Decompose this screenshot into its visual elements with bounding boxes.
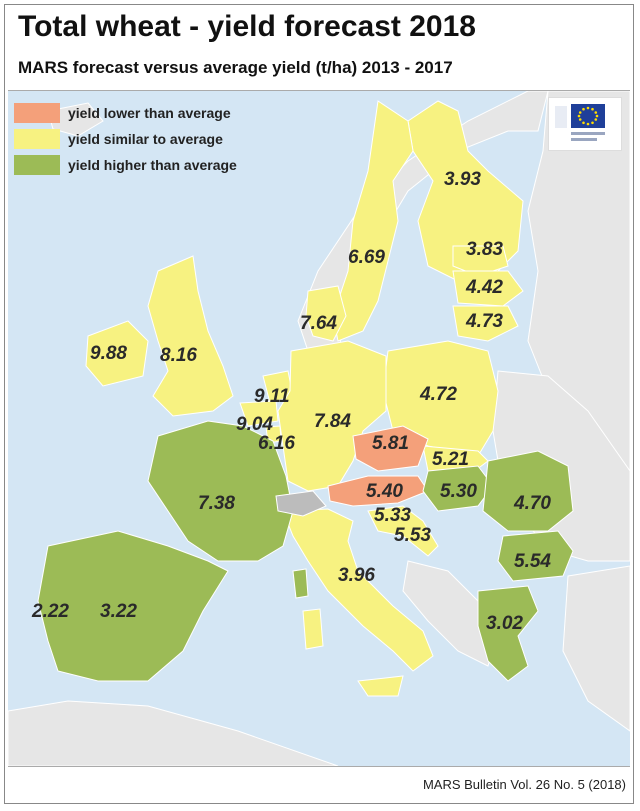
yield-label: 9.88	[90, 343, 127, 364]
yield-label: 5.54	[514, 551, 551, 572]
yield-label: 4.70	[514, 493, 551, 514]
europe-map	[8, 91, 630, 766]
region-ireland	[85, 320, 149, 387]
region-bulgaria	[497, 530, 574, 582]
legend-label: yield similar to average	[68, 131, 223, 147]
yield-label: 6.16	[258, 433, 295, 454]
yield-label: 5.40	[366, 481, 403, 502]
yield-label: 2.22	[32, 601, 69, 622]
yield-label: 3.96	[338, 565, 375, 586]
region-slovenia-croatia	[367, 505, 439, 557]
yield-label: 7.38	[198, 493, 235, 514]
region-france	[147, 420, 294, 562]
yield-label: 5.33	[374, 505, 411, 526]
legend-swatch-similar	[14, 129, 60, 149]
yield-label: 3.93	[444, 169, 481, 190]
region-denmark	[305, 285, 347, 342]
region-sweden	[332, 100, 414, 342]
yield-label: 3.02	[486, 613, 523, 634]
yield-label: 7.84	[314, 411, 351, 432]
map-title: Total wheat - yield forecast 2018	[18, 10, 476, 43]
map-area: 3.93 3.83 4.42 4.73 6.69 7.64 9.88 8.16 …	[8, 90, 630, 767]
yield-label: 6.69	[348, 247, 385, 268]
yield-label: 7.64	[300, 313, 337, 334]
region-hungary	[422, 465, 494, 512]
region-greece	[477, 585, 539, 682]
region-italy	[282, 508, 434, 672]
land-north-africa	[8, 700, 339, 766]
legend-item-higher: yield higher than average	[14, 152, 237, 178]
land-turkey	[562, 565, 630, 732]
yield-label: 9.04	[236, 414, 273, 435]
region-lithuania	[452, 305, 519, 342]
yield-label: 4.42	[466, 277, 503, 298]
yield-label: 8.16	[160, 345, 197, 366]
yield-label: 9.11	[254, 386, 290, 407]
region-belgium	[239, 400, 279, 427]
region-switzerland	[275, 490, 327, 517]
region-czechia	[352, 425, 429, 472]
eu-flag-icon	[555, 104, 605, 141]
region-latvia	[452, 270, 524, 307]
source-footer: MARS Bulletin Vol. 26 No. 5 (2018)	[422, 777, 626, 792]
region-poland	[382, 340, 499, 457]
yield-label: 3.22	[100, 601, 137, 622]
region-uk	[147, 255, 234, 417]
land-iceland-faroe	[47, 102, 104, 137]
yield-label: 4.72	[420, 384, 457, 405]
legend-item-similar: yield similar to average	[14, 126, 237, 152]
legend: yield lower than average yield similar t…	[14, 100, 237, 178]
region-spain-portugal	[37, 530, 229, 682]
legend-swatch-higher	[14, 155, 60, 175]
legend-label: yield lower than average	[68, 105, 231, 121]
yield-label: 5.21	[432, 449, 469, 470]
region-corsica	[292, 568, 309, 599]
region-austria	[327, 475, 429, 507]
region-sardinia	[302, 608, 324, 650]
yield-label: 4.73	[466, 311, 503, 332]
yield-label: 5.81	[372, 433, 409, 454]
map-subtitle: MARS forecast versus average yield (t/ha…	[18, 58, 453, 77]
european-commission-logo	[548, 97, 622, 151]
region-sicily	[357, 675, 404, 697]
region-romania	[482, 450, 574, 532]
legend-item-lower: yield lower than average	[14, 100, 237, 126]
legend-swatch-lower	[14, 103, 60, 123]
yield-label: 3.83	[466, 239, 503, 260]
yield-label: 5.30	[440, 481, 477, 502]
yield-label: 5.53	[394, 525, 431, 546]
land-balkans	[402, 560, 499, 667]
legend-label: yield higher than average	[68, 157, 237, 173]
